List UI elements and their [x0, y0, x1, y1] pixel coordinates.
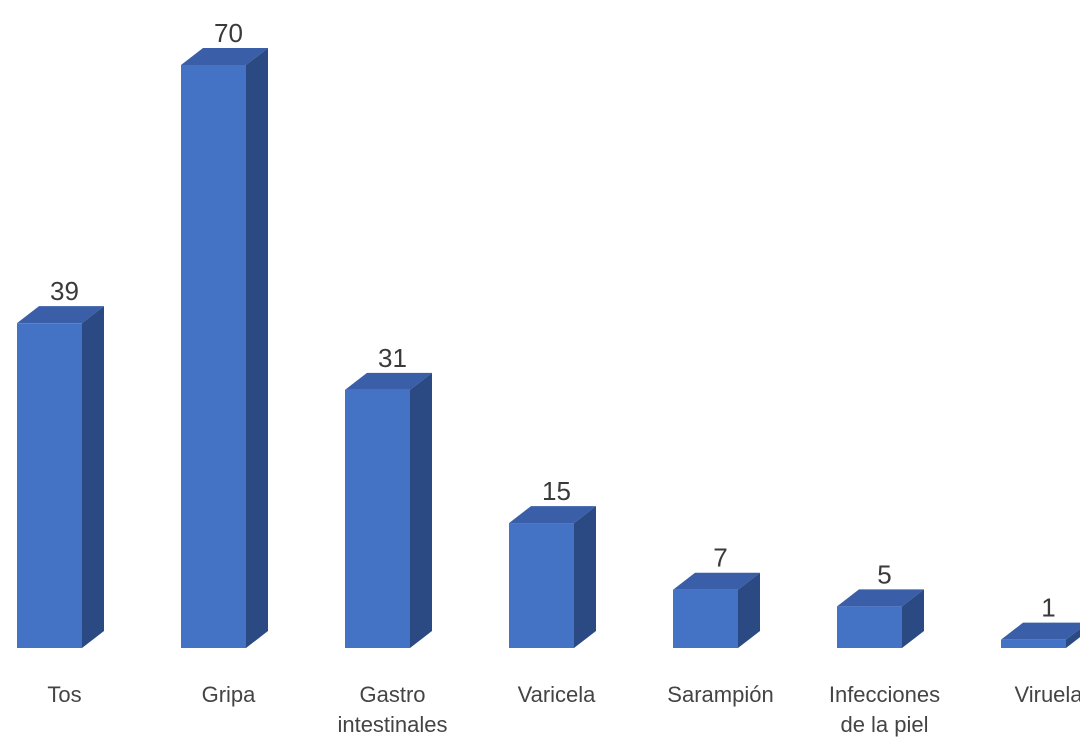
data-label: 15	[542, 476, 571, 506]
bar-front-face	[673, 589, 738, 648]
bar-top-face	[181, 48, 268, 65]
bar-side-face	[902, 589, 924, 648]
data-label: 5	[877, 559, 891, 589]
bar-5	[837, 589, 924, 648]
bar-front-face	[509, 523, 574, 648]
bar-front-face	[1001, 639, 1066, 648]
bar-side-face	[574, 506, 596, 648]
bar-top-face	[17, 306, 104, 324]
data-label: 31	[378, 343, 407, 373]
bar-front-face	[181, 65, 246, 648]
bar-3	[509, 506, 596, 648]
data-label: 39	[50, 276, 79, 306]
bar-front-face	[345, 389, 410, 648]
data-label: 7	[713, 543, 727, 573]
bar-1	[181, 48, 268, 648]
bar-6	[1001, 622, 1080, 648]
bar-front-face	[837, 606, 902, 648]
bar-side-face	[738, 572, 760, 648]
bar-top-face	[509, 506, 596, 524]
bar-top-face	[1001, 622, 1080, 640]
data-label: 1	[1041, 593, 1055, 623]
bar-top-face	[673, 572, 760, 590]
bar-top-face	[837, 589, 924, 607]
bar-0	[17, 306, 104, 648]
bar-front-face	[17, 323, 82, 648]
category-label: Sarampión	[667, 682, 773, 707]
category-label: Gripa	[202, 682, 257, 707]
category-label: Infecciones de la piel	[829, 682, 940, 737]
bar-top-face	[345, 372, 432, 390]
category-label: Varicela	[518, 682, 597, 707]
data-label: 70	[214, 18, 243, 48]
bar-side-face	[410, 372, 432, 648]
bar-4	[673, 572, 760, 648]
bar-2	[345, 372, 432, 648]
category-label: Tos	[47, 682, 81, 707]
bar-side-face	[82, 306, 104, 648]
category-label: Gastro intestinales	[337, 682, 447, 737]
category-label: Viruela	[1014, 682, 1080, 707]
bar-side-face	[246, 48, 268, 648]
bar-side-face	[1066, 628, 1080, 648]
